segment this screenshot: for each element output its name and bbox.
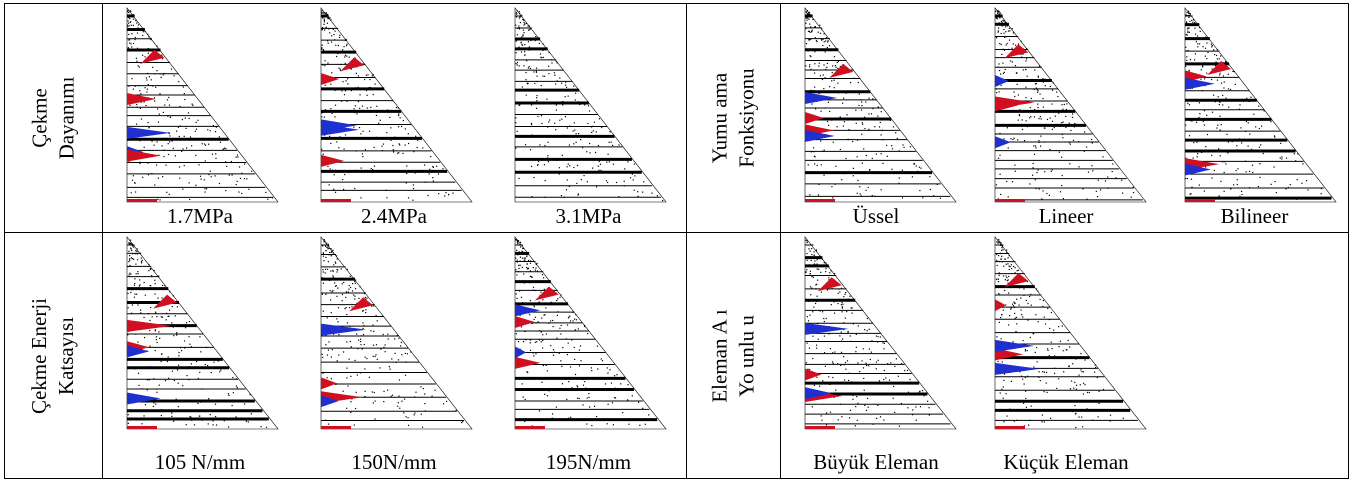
crack-pattern [1183,6,1338,204]
caption: Büyük Eleman [781,450,971,475]
caption: 195N/mm [491,450,686,475]
image-cell: 195N/mm [491,233,687,479]
image-cell: Bilineer [1161,4,1349,233]
caption: Lineer [971,204,1161,229]
label-line: Katsayısı [54,297,81,413]
image-cell: 150N/mm [297,233,491,479]
image-cell: 1.7MPa [103,4,297,233]
crack-pattern [993,6,1148,204]
label-line: Çekme Enerji [27,297,54,413]
caption: Bilineer [1161,204,1348,229]
label-line: Yumu ama [707,68,734,167]
image-cell: 105 N/mm [103,233,297,479]
image-cell: 3.1MPa [491,4,687,233]
crack-pattern [125,6,280,204]
label-line: Fonksiyonu [734,68,761,167]
crack-pattern [993,235,1148,431]
crack-pattern [803,235,958,431]
crack-pattern [513,6,668,204]
image-cell: Üssel [781,4,971,233]
crack-pattern [319,6,474,204]
image-cell: Büyük Eleman [781,233,971,479]
page: ÇekmeDayanımı 1.7MPa2.4MPa3.1MPa Yumu amaF… [0,0,1355,481]
crack-pattern [513,235,668,431]
label-line: Dayanımı [54,77,81,160]
caption: 150N/mm [297,450,491,475]
crack-pattern [319,235,474,431]
image-cell: Küçük Eleman [971,233,1161,479]
caption: Üssel [781,204,971,229]
image-cell [1161,233,1349,479]
caption: 105 N/mm [103,450,297,475]
caption: Küçük Eleman [971,450,1161,475]
caption: 1.7MPa [103,204,297,229]
label-line: Eleman A ı [707,309,734,402]
crack-pattern [803,6,958,204]
label-line: Çekme [27,77,54,160]
label-line: Yo unlu u [734,309,761,402]
caption: 3.1MPa [491,204,686,229]
crack-pattern [125,235,280,431]
image-cell: 2.4MPa [297,4,491,233]
caption: 2.4MPa [297,204,491,229]
image-cell: Lineer [971,4,1161,233]
